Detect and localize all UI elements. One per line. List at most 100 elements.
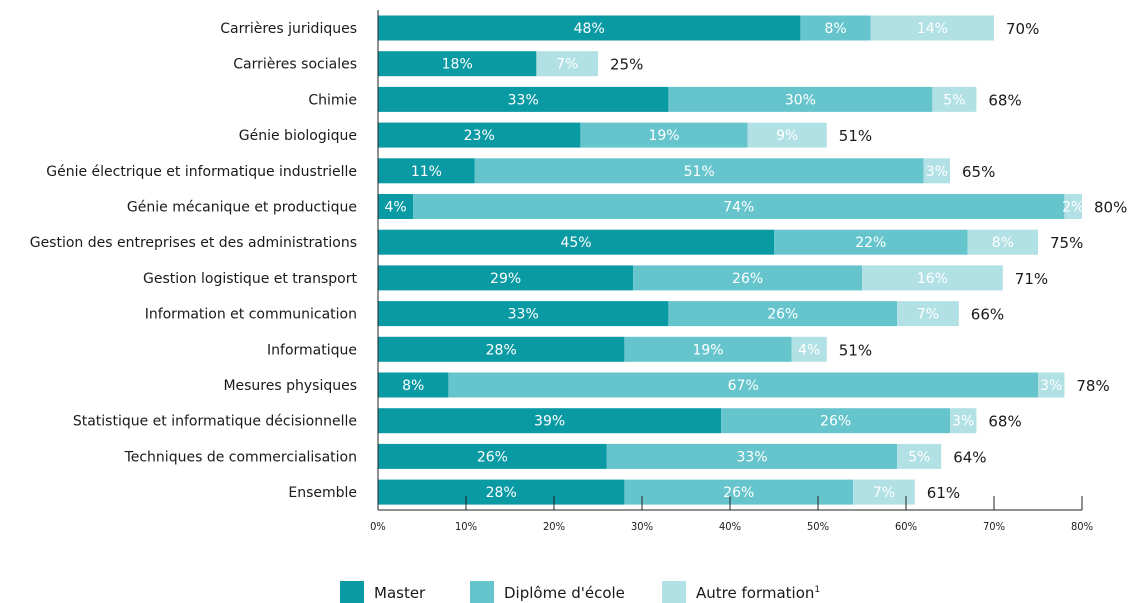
data-label: 3% (926, 164, 948, 180)
bar-segment (897, 443, 942, 469)
data-label: 8% (402, 378, 424, 394)
total-label: 51% (839, 127, 872, 145)
data-label: 26% (732, 271, 763, 287)
data-label: 51% (684, 164, 715, 180)
data-label: 33% (508, 92, 539, 108)
data-label: 7% (556, 57, 578, 73)
x-tick-label: 50% (807, 520, 829, 533)
bar-segment (378, 408, 722, 434)
data-label: 19% (648, 128, 679, 144)
category-label: Gestion logistique et transport (143, 271, 358, 287)
data-label: 16% (917, 271, 948, 287)
data-label: 39% (534, 414, 565, 430)
data-label: 48% (574, 21, 605, 37)
bar-segment (378, 301, 669, 327)
bar-segment (378, 265, 634, 291)
data-label: 33% (508, 307, 539, 323)
x-tick-label: 80% (1071, 520, 1093, 533)
data-label: 7% (917, 307, 939, 323)
x-tick-label: 70% (983, 520, 1005, 533)
category-label: Génie biologique (239, 128, 357, 144)
category-label: Mesures physiques (223, 378, 357, 394)
bar-segment (378, 443, 607, 469)
bar-segment (923, 158, 950, 184)
data-label: 11% (411, 164, 442, 180)
bar-segment (580, 122, 748, 148)
data-label: 18% (442, 57, 473, 73)
data-label: 5% (943, 92, 965, 108)
bar-segment (791, 336, 827, 362)
data-label: 3% (1040, 378, 1062, 394)
category-label: Ensemble (288, 485, 357, 501)
bar-segment (378, 122, 581, 148)
bar-segment (862, 265, 1003, 291)
legend-swatch (340, 581, 364, 603)
data-label: 4% (384, 200, 406, 216)
bar-segment (668, 301, 898, 327)
category-label: Carrières juridiques (220, 21, 357, 37)
data-label: 30% (785, 92, 816, 108)
bar-segment (1038, 372, 1065, 398)
bar-segment (967, 229, 1038, 255)
bar-segment (536, 51, 598, 77)
data-label: 26% (767, 307, 798, 323)
bar-segment (448, 372, 1038, 398)
category-label: Gestion des entreprises et des administr… (30, 235, 357, 251)
bar-segment (378, 158, 475, 184)
bar-segment (378, 336, 625, 362)
bar-segment (800, 15, 871, 41)
data-label: 8% (992, 235, 1014, 251)
data-label: 26% (477, 449, 508, 465)
bar-segment (853, 479, 915, 505)
bar-segment (378, 51, 537, 77)
data-label: 22% (855, 235, 886, 251)
x-tick-label: 40% (719, 520, 741, 533)
data-label: 67% (728, 378, 759, 394)
total-label: 25% (610, 56, 643, 74)
data-label: 5% (908, 449, 930, 465)
category-label: Génie mécanique et productique (127, 200, 357, 216)
data-label: 33% (736, 449, 767, 465)
data-label: 8% (824, 21, 846, 37)
bar-segment (870, 15, 994, 41)
data-label: 26% (723, 485, 754, 501)
category-label: Chimie (308, 92, 357, 108)
bar-segment (1064, 194, 1082, 219)
total-label: 68% (988, 413, 1021, 431)
total-label: 80% (1094, 199, 1127, 217)
data-label: 19% (692, 342, 723, 358)
data-label: 26% (820, 414, 851, 430)
x-tick-label: 10% (455, 520, 477, 533)
data-label: 3% (952, 414, 974, 430)
data-label: 2% (1062, 200, 1084, 216)
bar-segment (378, 479, 625, 505)
data-label: 28% (486, 485, 517, 501)
data-label: 7% (873, 485, 895, 501)
total-label: 64% (953, 448, 986, 466)
legend-label: Diplôme d'école (504, 584, 625, 602)
legend-swatch (470, 581, 494, 603)
total-label: 51% (839, 341, 872, 359)
bar-segment (378, 15, 801, 41)
category-label: Carrières sociales (233, 57, 357, 73)
data-label: 4% (798, 342, 820, 358)
bar-segment (624, 336, 792, 362)
data-label: 28% (486, 342, 517, 358)
total-label: 70% (1006, 20, 1039, 38)
legend-label: Autre formation1 (696, 584, 820, 602)
total-label: 66% (971, 306, 1004, 324)
data-label: 29% (490, 271, 521, 287)
bar-segment (950, 408, 977, 434)
legend-swatch (662, 581, 686, 603)
total-label: 61% (927, 484, 960, 502)
category-label: Génie électrique et informatique industr… (46, 164, 357, 180)
total-label: 65% (962, 163, 995, 181)
total-label: 78% (1076, 377, 1109, 395)
legend-label: Master (374, 584, 426, 602)
x-tick-label: 20% (543, 520, 565, 533)
bar-segment (606, 443, 898, 469)
total-label: 71% (1015, 270, 1048, 288)
bar-segment (668, 86, 933, 112)
bar-segment (633, 265, 862, 291)
